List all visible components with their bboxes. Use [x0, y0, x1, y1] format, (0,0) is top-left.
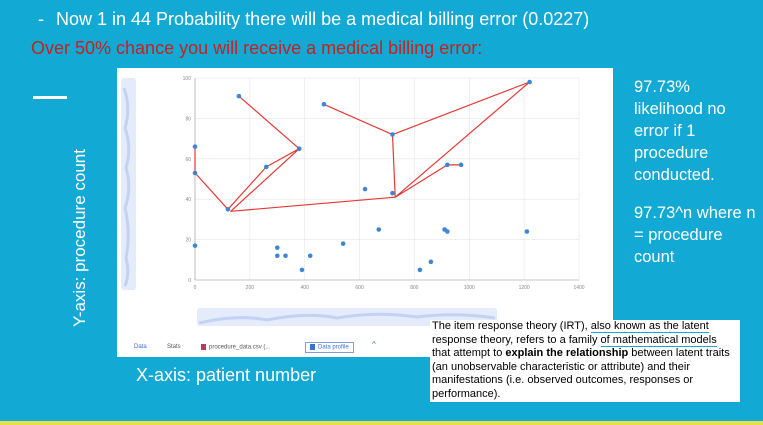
data-profile-label: Data profile	[318, 345, 349, 351]
scatter-chart: 0204060801000200400600800100012001400	[117, 68, 613, 338]
data-point	[429, 260, 434, 265]
y-tick-label: 100	[183, 76, 192, 82]
data-point	[193, 243, 198, 248]
irt-text-1: The item response theory (IRT),	[432, 320, 591, 332]
y-tick-label: 40	[185, 197, 191, 203]
data-point	[445, 163, 450, 168]
y-tick-label: 0	[188, 278, 191, 284]
irt-definition-box: The item response theory (IRT), also kno…	[430, 320, 740, 402]
x-tick-label: 400	[301, 285, 310, 291]
y-axis-caption: Y-axis: procedure count	[70, 128, 90, 348]
x-tick-label: 600	[355, 285, 364, 291]
data-point	[376, 227, 381, 232]
data-point	[193, 144, 198, 149]
irt-text-2: response theory, refers to a family	[432, 334, 601, 346]
data-point	[341, 241, 346, 246]
irt-text-3: that attempt to	[432, 347, 505, 359]
note-single-procedure: 97.73% likelihood no error if 1 procedur…	[634, 76, 756, 186]
collapse-chevron-icon[interactable]: ^	[372, 340, 376, 349]
x-tick-label: 1400	[573, 285, 584, 291]
connector-line	[195, 82, 530, 211]
title-bullet: -	[38, 9, 44, 29]
data-point	[322, 102, 327, 107]
data-point	[237, 94, 242, 99]
file-icon	[201, 344, 206, 350]
profile-icon	[310, 344, 315, 350]
title-text: Now 1 in 44 Probability there will be a …	[56, 9, 589, 29]
x-tick-label: 1200	[519, 285, 530, 291]
slide-title: -Now 1 in 44 Probability there will be a…	[38, 9, 589, 30]
data-point	[283, 253, 288, 258]
y-range-slider[interactable]	[121, 78, 136, 290]
data-point	[445, 229, 450, 234]
y-tick-label: 60	[185, 157, 191, 163]
x-tick-label: 200	[246, 285, 255, 291]
irt-bold-text: explain the relationship	[505, 347, 628, 359]
data-point	[226, 207, 231, 212]
x-axis-caption: X-axis: patient number	[136, 365, 316, 386]
tab-file[interactable]: procedure_data.csv (...	[201, 344, 270, 351]
irt-link-2[interactable]: of mathematical models	[601, 334, 717, 347]
data-point	[275, 245, 280, 250]
data-point	[418, 268, 423, 273]
data-profile-button[interactable]: Data profile	[305, 342, 354, 353]
data-point	[193, 171, 198, 176]
data-point	[297, 146, 302, 151]
data-point	[300, 268, 305, 273]
data-point	[275, 253, 280, 258]
data-point	[390, 132, 395, 137]
chart-panel: 0204060801000200400600800100012001400 Da…	[117, 68, 613, 357]
bottom-accent-strip	[0, 421, 763, 425]
data-point	[390, 191, 395, 196]
data-point	[527, 80, 532, 85]
decorative-bar	[33, 96, 67, 99]
data-point	[525, 229, 530, 234]
slide-subtitle: Over 50% chance you will receive a medic…	[31, 38, 482, 59]
tab-data[interactable]: Data	[134, 344, 147, 350]
tab-stats[interactable]: Stats	[167, 344, 181, 350]
data-point	[363, 187, 368, 192]
note-formula: 97.73^n where n = procedure count	[634, 202, 756, 268]
data-point	[308, 253, 313, 258]
probability-notes: 97.73% likelihood no error if 1 procedur…	[634, 76, 756, 268]
data-point	[264, 165, 269, 170]
y-tick-label: 80	[185, 116, 191, 122]
y-tick-label: 20	[185, 238, 191, 244]
tab-file-label: procedure_data.csv (...	[209, 345, 270, 351]
x-tick-label: 800	[410, 285, 419, 291]
irt-link-1[interactable]: also known as the latent	[591, 320, 709, 333]
x-tick-label: 1000	[464, 285, 475, 291]
data-point	[459, 163, 464, 168]
x-tick-label: 0	[194, 285, 197, 291]
